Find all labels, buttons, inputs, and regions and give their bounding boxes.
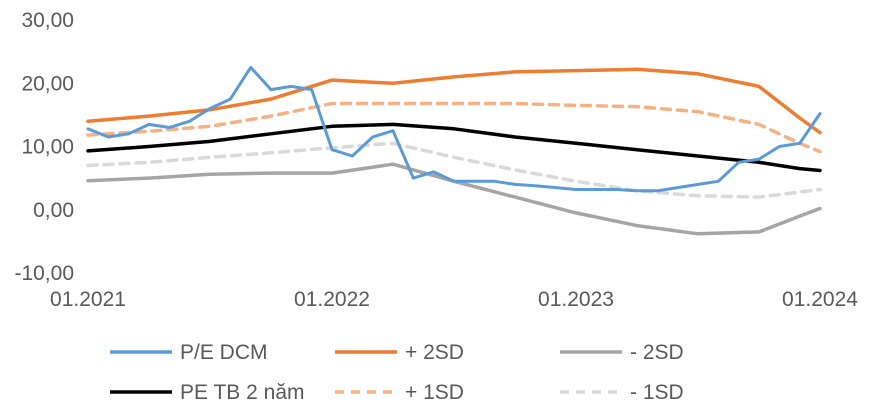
series-line-1sd bbox=[86, 141, 822, 199]
plot-area bbox=[86, 65, 822, 236]
y-tick-label: -10,00 bbox=[14, 262, 74, 285]
legend-label: P/E DCM bbox=[180, 341, 268, 364]
series-line-1sd bbox=[86, 101, 822, 154]
legend-label: - 1SD bbox=[630, 381, 684, 404]
x-tick-label: 01.2021 bbox=[50, 288, 126, 311]
y-tick-label: 20,00 bbox=[21, 72, 74, 95]
series-line-p-e-dcm bbox=[86, 65, 822, 193]
x-tick-label: 01.2022 bbox=[294, 288, 370, 311]
series-line-2sd bbox=[86, 162, 822, 236]
legend-label: PE TB 2 năm bbox=[180, 381, 305, 404]
series-line-pe-tb-2-n-m bbox=[86, 122, 822, 173]
x-tick-label: 01.2024 bbox=[782, 288, 858, 311]
legend-label: + 2SD bbox=[405, 341, 464, 364]
y-tick-label: 10,00 bbox=[21, 136, 74, 159]
y-tick-label: 30,00 bbox=[21, 9, 74, 32]
legend-label: + 1SD bbox=[405, 381, 464, 404]
legend-label: - 2SD bbox=[630, 341, 684, 364]
legend: P/E DCM + 2SD - 2SD PE TB 2 năm + 1SD - 1SD bbox=[110, 341, 684, 404]
x-axis: 01.2021 01.2022 01.2023 01.2024 bbox=[50, 288, 858, 311]
series-line-2sd bbox=[86, 67, 822, 135]
x-tick-label: 01.2023 bbox=[538, 288, 614, 311]
y-axis: -10,00 0,00 10,00 20,00 30,00 bbox=[14, 9, 74, 285]
y-tick-label: 0,00 bbox=[33, 199, 74, 222]
